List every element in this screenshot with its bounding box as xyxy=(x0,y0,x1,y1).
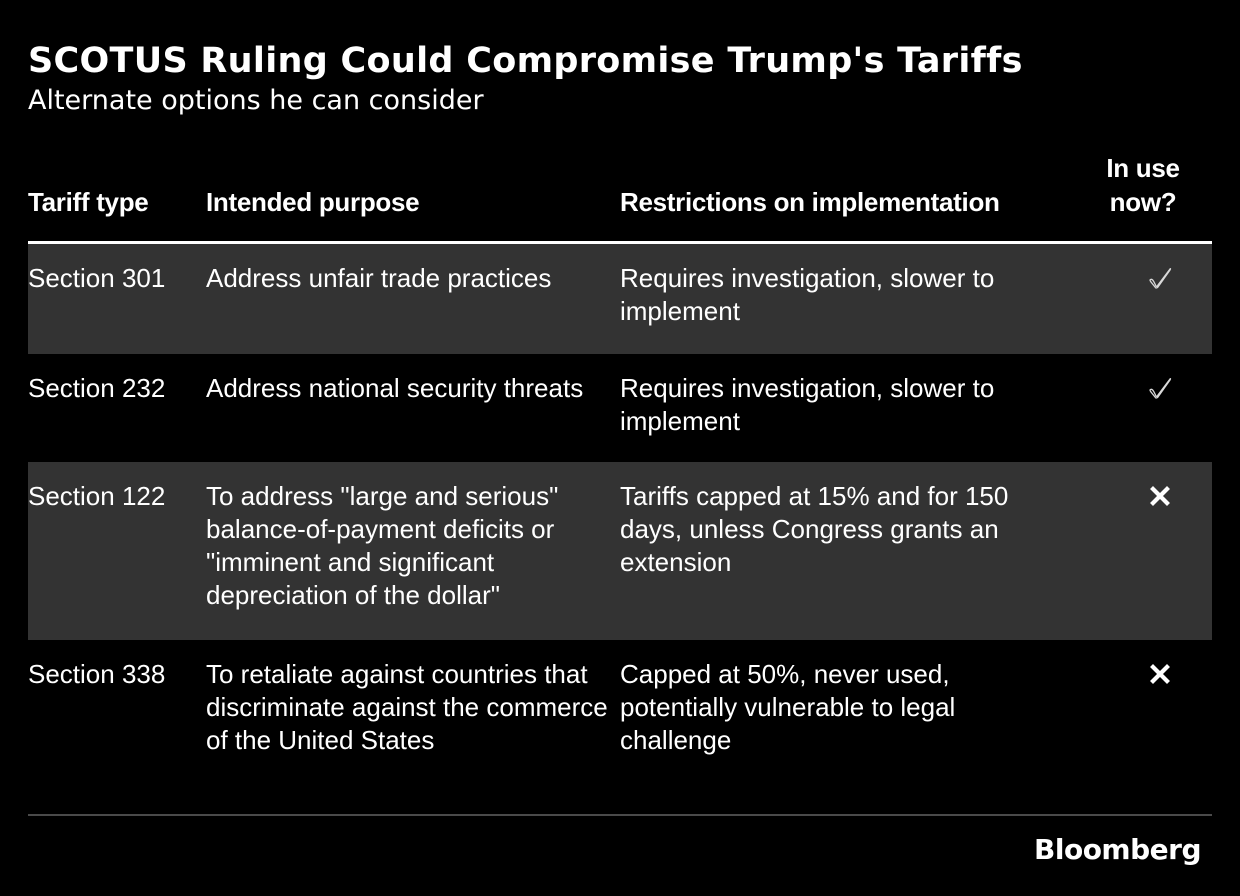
column-header-intended-purpose: Intended purpose xyxy=(206,187,420,217)
table-row: Section 232 Address national security th… xyxy=(28,354,1212,462)
cell-tariff-type: Section 232 xyxy=(28,373,166,403)
table-header: Tariff type Intended purpose Restriction… xyxy=(28,150,1212,244)
chart-title: SCOTUS Ruling Could Compromise Trump's T… xyxy=(28,41,1023,81)
cell-restrictions: Capped at 50%, never used, potentially v… xyxy=(620,659,956,755)
bloomberg-logo: Bloomberg xyxy=(1034,833,1201,866)
table-row: Section 301 Address unfair trade practic… xyxy=(28,244,1212,354)
column-header-in-use-line1: In use xyxy=(1106,153,1180,183)
cell-in-use xyxy=(1110,656,1210,689)
table-row: Section 122 To address "large and seriou… xyxy=(28,462,1212,640)
chart-subtitle: Alternate options he can consider xyxy=(28,85,484,116)
table-row: Section 338 To retaliate against countri… xyxy=(28,640,1212,814)
check-icon xyxy=(1149,378,1172,399)
cell-in-use xyxy=(1110,370,1210,403)
cell-restrictions: Requires investigation, slower to implem… xyxy=(620,373,995,436)
cell-tariff-type: Section 338 xyxy=(28,659,166,689)
cell-in-use xyxy=(1110,260,1210,293)
tariff-options-table: Tariff type Intended purpose Restriction… xyxy=(28,150,1212,814)
cell-intended-purpose: To address "large and serious" balance-o… xyxy=(206,481,559,610)
check-icon xyxy=(1149,268,1172,289)
cross-icon xyxy=(1150,664,1170,685)
cross-icon xyxy=(1150,486,1170,507)
cell-tariff-type: Section 301 xyxy=(28,263,166,293)
column-header-restrictions: Restrictions on implementation xyxy=(620,187,1000,217)
cell-intended-purpose: To retaliate against countries that disc… xyxy=(206,659,608,755)
table-bottom-divider xyxy=(28,814,1212,816)
cell-intended-purpose: Address unfair trade practices xyxy=(206,263,552,293)
column-header-tariff-type: Tariff type xyxy=(28,187,149,217)
cell-intended-purpose: Address national security threats xyxy=(206,373,584,403)
column-header-in-use-now: In use now? xyxy=(1088,151,1198,219)
cell-in-use xyxy=(1110,478,1210,511)
column-header-in-use-line2: now? xyxy=(1109,187,1177,217)
cell-tariff-type: Section 122 xyxy=(28,481,166,511)
cell-restrictions: Requires investigation, slower to implem… xyxy=(620,263,995,326)
cell-restrictions: Tariffs capped at 15% and for 150 days, … xyxy=(620,481,1009,577)
